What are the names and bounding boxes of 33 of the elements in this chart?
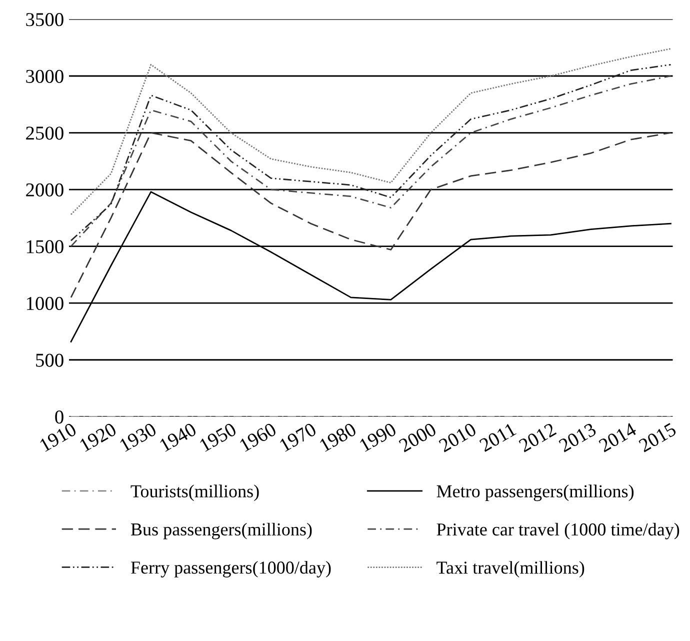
legend-label: Bus passengers(millions) [130, 522, 312, 540]
x-tick-label: 1990 [358, 422, 398, 452]
y-tick-label: 3000 [26, 70, 64, 83]
y-tick-label: 1000 [26, 296, 64, 310]
x-tick-label: 1930 [119, 422, 158, 452]
x-tick-label: 2012 [518, 422, 557, 452]
legend-label: Taxi travel(millions) [436, 561, 584, 578]
y-tick-label: 500 [36, 354, 64, 367]
x-tick-label: 1940 [159, 422, 198, 452]
y-tick-label: 2500 [26, 126, 64, 140]
x-tick-label: 1960 [239, 422, 278, 452]
y-tick-label: 3500 [26, 13, 64, 26]
x-tick-label: 2000 [398, 422, 438, 452]
x-tick-label: 2015 [638, 422, 677, 452]
x-tick-label: 2011 [478, 422, 517, 452]
x-tick-label: 2014 [598, 422, 638, 452]
line-series [70, 132, 672, 298]
x-tick-label: 1910 [39, 422, 78, 452]
line-series [70, 191, 672, 342]
x-tick-label: 1980 [318, 422, 358, 452]
x-tick-label: 1950 [199, 422, 238, 452]
x-tick-label: 1920 [79, 422, 118, 452]
x-tick-label: 1970 [278, 422, 318, 452]
legend-label: Metro passengers(millions) [436, 484, 634, 502]
legend-label: Ferry passengers(1000/day) [130, 561, 331, 578]
x-tick-label: 2010 [438, 422, 478, 452]
x-tick-label: 2013 [558, 422, 597, 452]
legend-label: Tourists(millions) [130, 484, 259, 502]
y-tick-label: 2000 [26, 183, 64, 196]
y-tick-label: 1500 [26, 240, 64, 254]
y-tick-label: 0 [55, 410, 64, 424]
line-series [70, 48, 672, 216]
legend-label: Private car travel (1000 time/day) [436, 522, 680, 540]
